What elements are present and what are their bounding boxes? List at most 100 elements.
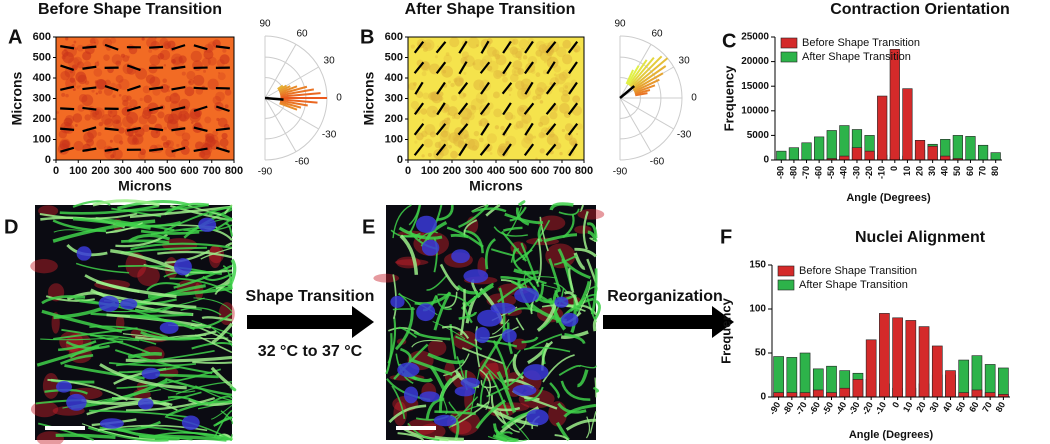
panel-letter: D — [4, 216, 18, 238]
speckle — [154, 37, 157, 40]
speckle — [195, 141, 204, 150]
speckle — [476, 44, 479, 47]
polar-bar — [625, 69, 635, 85]
speckle — [558, 87, 565, 93]
actin-fiber — [165, 400, 233, 417]
speckle — [559, 151, 563, 156]
y-tick-label: 0 — [45, 154, 51, 166]
actin-fiber — [411, 358, 453, 376]
actin-fiber — [579, 364, 597, 369]
micrograph — [373, 200, 605, 442]
nucleus — [561, 312, 579, 327]
actin-fiber — [500, 276, 531, 283]
actin-fiber — [129, 314, 196, 331]
orientation-dash — [171, 44, 186, 51]
speckle — [111, 114, 122, 125]
speckle — [434, 141, 442, 149]
speckle — [127, 134, 138, 145]
actinin-signal — [577, 209, 605, 220]
orientation-dash — [568, 81, 578, 95]
actin-fiber — [125, 396, 216, 412]
speckle — [165, 95, 172, 103]
speckle — [76, 44, 84, 52]
y-tick-label: 100 — [33, 133, 51, 145]
actin-fiber — [543, 233, 578, 243]
nucleus — [99, 418, 124, 429]
x-axis-label: Angle (Degrees) — [846, 192, 931, 204]
speckle — [157, 53, 165, 60]
actin-fiber — [407, 422, 440, 441]
speckle — [532, 95, 538, 101]
actin-fiber — [140, 330, 201, 341]
speckle — [564, 123, 574, 132]
bar — [940, 155, 951, 161]
actin-fiber — [121, 239, 170, 245]
x-tick-label: -20 — [864, 166, 874, 179]
polar-bar — [277, 84, 287, 92]
orientation-dash — [215, 127, 230, 132]
speckle — [512, 38, 519, 45]
speckle — [441, 119, 448, 126]
speckle — [115, 60, 121, 67]
speckle — [475, 92, 488, 104]
theta-label: 30 — [324, 56, 336, 67]
polar-bar — [634, 84, 656, 94]
speckle — [559, 103, 570, 114]
polar-spoke — [619, 97, 652, 152]
actin-fiber — [451, 400, 490, 427]
speckle — [157, 111, 165, 119]
speckle — [466, 112, 475, 121]
actin-fiber — [52, 219, 156, 243]
actin-fiber — [41, 309, 123, 333]
y-tick-label: 300 — [385, 92, 403, 104]
legend-label: Before Shape Transition — [799, 265, 917, 277]
bar — [945, 370, 956, 398]
speckle — [205, 133, 215, 143]
speckle — [527, 55, 538, 66]
actin-fiber — [200, 284, 233, 294]
orientation-dash — [149, 45, 164, 49]
polar-bar — [279, 102, 298, 111]
speckle — [517, 67, 525, 75]
actin-fiber — [128, 233, 171, 243]
actin-fiber — [138, 434, 227, 442]
speckle — [91, 111, 98, 118]
polar-bar — [635, 92, 648, 97]
legend-swatch — [777, 265, 795, 277]
speckle — [445, 52, 450, 56]
speckle — [171, 58, 176, 64]
speckle — [508, 93, 512, 97]
actin-fiber — [392, 204, 412, 239]
actin-fiber — [554, 254, 578, 266]
actin-fiber — [92, 199, 160, 207]
speckle — [149, 54, 161, 66]
chart-title: Contraction Orientation — [830, 1, 1010, 18]
speckle — [507, 86, 513, 92]
actin-fiber — [201, 316, 233, 322]
speckle — [95, 92, 98, 95]
speckle — [494, 125, 500, 130]
speckle — [463, 134, 468, 138]
speckle — [63, 117, 73, 127]
speckle — [463, 71, 467, 75]
orientation-dash — [435, 143, 447, 156]
speckle — [504, 111, 514, 121]
speckle — [538, 131, 545, 139]
speckle — [437, 45, 440, 48]
y-tick-label: 100 — [749, 304, 766, 315]
speckle — [548, 131, 555, 138]
x-tick-label: 400 — [487, 165, 505, 177]
actin-fiber — [554, 434, 570, 441]
actin-fiber — [210, 366, 233, 388]
actin-fiber — [574, 247, 598, 258]
x-tick-label: 80 — [994, 400, 1008, 414]
actin-fiber — [563, 291, 579, 306]
actin-fiber — [507, 307, 540, 315]
actin-fiber — [512, 353, 525, 380]
orientation-dash — [457, 82, 469, 95]
polar-spoke — [264, 97, 297, 152]
actinin-signal — [427, 339, 447, 357]
speckle — [59, 138, 71, 150]
orientation-dash — [480, 40, 490, 54]
x-tick-label: -90 — [767, 400, 782, 416]
